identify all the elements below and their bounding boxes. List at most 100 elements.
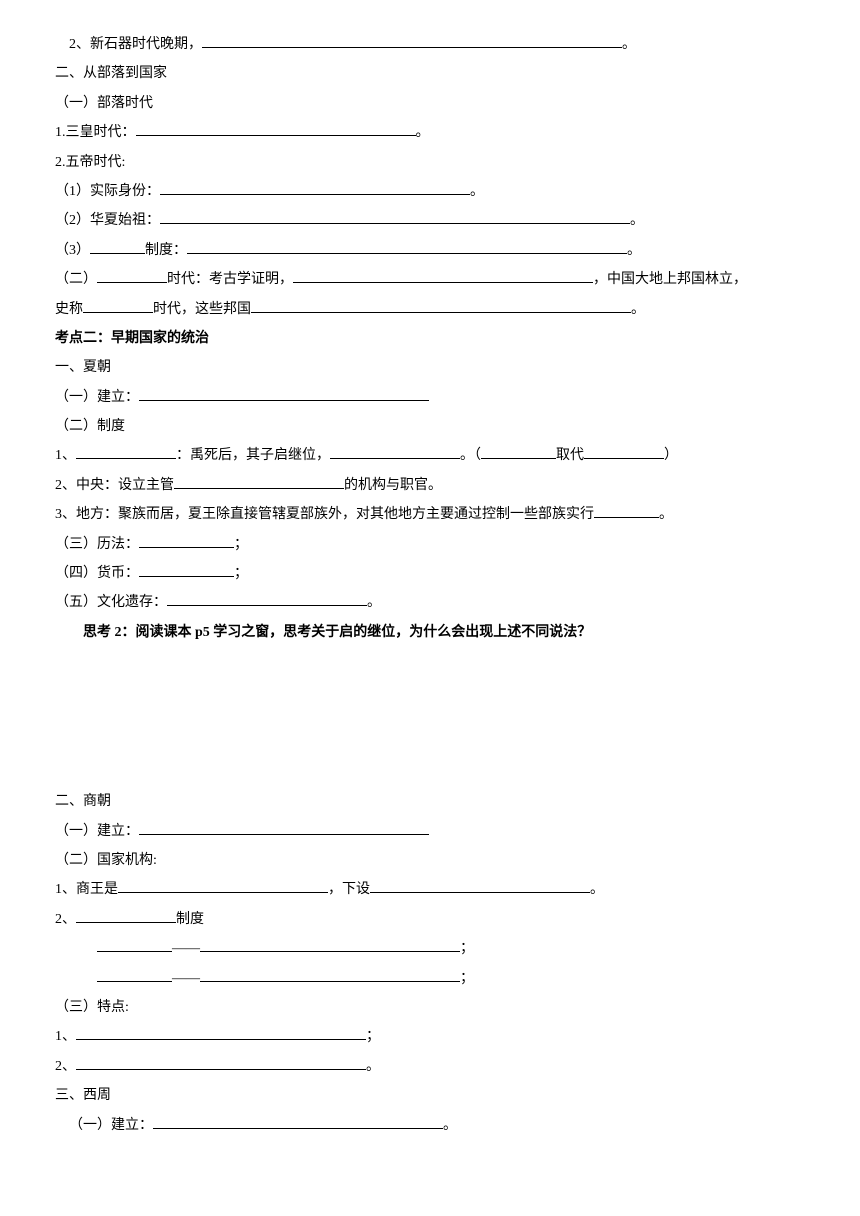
blank[interactable] (251, 297, 631, 312)
text: 取代 (556, 448, 584, 463)
text: 1、 (55, 448, 76, 463)
text: ，下设 (328, 882, 370, 897)
text: 1、商王是 (55, 882, 118, 897)
line-features: （三）特点: (55, 993, 805, 1022)
subheading-tribe-era: （一）部落时代 (55, 89, 805, 118)
blank[interactable] (97, 937, 172, 952)
blank[interactable] (153, 1113, 443, 1128)
blank[interactable] (83, 297, 153, 312)
blank[interactable] (139, 819, 429, 834)
text: 2.五帝时代: (55, 155, 125, 170)
blank[interactable] (594, 503, 659, 518)
blank[interactable] (160, 180, 470, 195)
blank[interactable] (139, 385, 429, 400)
text: 1、 (55, 1029, 76, 1044)
line-xia-system: （二）制度 (55, 412, 805, 441)
text: 。 (631, 302, 645, 317)
blank[interactable] (174, 473, 344, 488)
heading-keypoint-2: 考点二：早期国家的统治 (55, 324, 805, 353)
text: （二）国家机构: (55, 853, 157, 868)
line-central: 2、中央：设立主管 的机构与职官。 (55, 471, 805, 500)
text: 2、 (55, 912, 76, 927)
line-feature-1: 1、 ； (55, 1022, 805, 1051)
blank[interactable] (76, 1054, 366, 1069)
text: 一、夏朝 (55, 360, 111, 375)
line-qi-succession: 1、：禹死后，其子启继位，。（取代） (55, 441, 805, 470)
text: ； (366, 1029, 380, 1044)
blank[interactable] (330, 444, 460, 459)
blank[interactable] (167, 591, 367, 606)
text: （二） (55, 272, 97, 287)
text: 。 (659, 507, 673, 522)
blank[interactable] (97, 966, 172, 981)
text: （三）历法： (55, 537, 139, 552)
text: 。 (630, 213, 644, 228)
blank[interactable] (76, 1025, 366, 1040)
text: 思考 2：阅读课本 p5 学习之窗，思考关于启的继位，为什么会出现上述不同说法？ (83, 625, 591, 640)
text: 二、商朝 (55, 794, 111, 809)
line-calendar: （三）历法： ； (55, 530, 805, 559)
text: 。 (622, 37, 636, 52)
text: 三、西周 (55, 1088, 111, 1103)
text: 。 (470, 184, 484, 199)
text: 制度： (145, 243, 187, 258)
text: ； (234, 537, 248, 552)
blank[interactable] (481, 444, 556, 459)
text: （3） (55, 243, 90, 258)
text: 史称 (55, 302, 83, 317)
text: （四）货币： (55, 566, 139, 581)
blank[interactable] (76, 907, 176, 922)
text: 。 (590, 882, 604, 897)
blank[interactable] (187, 238, 627, 253)
blank[interactable] (139, 532, 234, 547)
text: （五）文化遗存： (55, 595, 167, 610)
line-system-detail-2: ——； (55, 964, 805, 993)
text: （三）特点: (55, 1000, 129, 1015)
blank[interactable] (293, 268, 593, 283)
line-cultural-remains: （五）文化遗存： 。 (55, 588, 805, 617)
text: ：禹死后，其子启继位， (176, 448, 330, 463)
text: ； (234, 566, 248, 581)
blank[interactable] (200, 966, 460, 981)
line-shang-establish: （一）建立： (55, 817, 805, 846)
blank[interactable] (202, 33, 622, 48)
text: ） (664, 448, 678, 463)
heading-shang: 二、商朝 (55, 787, 805, 816)
text: 考点二：早期国家的统治 (55, 331, 209, 346)
text: 2、 (55, 1059, 76, 1074)
text: —— (172, 941, 200, 956)
blank[interactable] (200, 937, 460, 952)
text: ； (460, 941, 474, 956)
blank[interactable] (118, 878, 328, 893)
blank[interactable] (90, 238, 145, 253)
blank[interactable] (136, 121, 416, 136)
text: 。 (443, 1118, 457, 1133)
blank[interactable] (370, 878, 590, 893)
blank[interactable] (76, 444, 176, 459)
line-system-detail-1: —— ； (55, 934, 805, 963)
line-shang-king: 1、商王是 ，下设 。 (55, 875, 805, 904)
text: （二）制度 (55, 419, 125, 434)
text: 。 (416, 125, 430, 140)
blank[interactable] (97, 268, 167, 283)
text: 的机构与职官。 (344, 478, 442, 493)
blank[interactable] (584, 444, 664, 459)
line-shang-system: 2、制度 (55, 905, 805, 934)
text: 2、中央：设立主管 (55, 478, 174, 493)
think-question-2: 思考 2：阅读课本 p5 学习之窗，思考关于启的继位，为什么会出现上述不同说法？ (55, 618, 805, 647)
line-zhou-establish: （一）建立： 。 (55, 1111, 805, 1140)
blank-space (55, 647, 805, 787)
text: 。 (627, 243, 641, 258)
text: 1.三皇时代： (55, 125, 136, 140)
line-neolithic-late: 2、新石器时代晚期，。 (55, 30, 805, 59)
line-local: 3、地方：聚族而居，夏王除直接管辖夏部族外，对其他地方主要通过控制一些部族实行 。 (55, 500, 805, 529)
text: （一）建立： (69, 1118, 153, 1133)
line-identity: （1）实际身份：。 (55, 177, 805, 206)
text: （一）建立： (55, 824, 139, 839)
line-ancestor: （2）华夏始祖：。 (55, 206, 805, 235)
blank[interactable] (160, 209, 630, 224)
text: 。 (367, 595, 381, 610)
blank[interactable] (139, 562, 234, 577)
text: —— (172, 971, 200, 986)
text: 3、地方：聚族而居，夏王除直接管辖夏部族外，对其他地方主要通过控制一些部族实行 (55, 507, 594, 522)
